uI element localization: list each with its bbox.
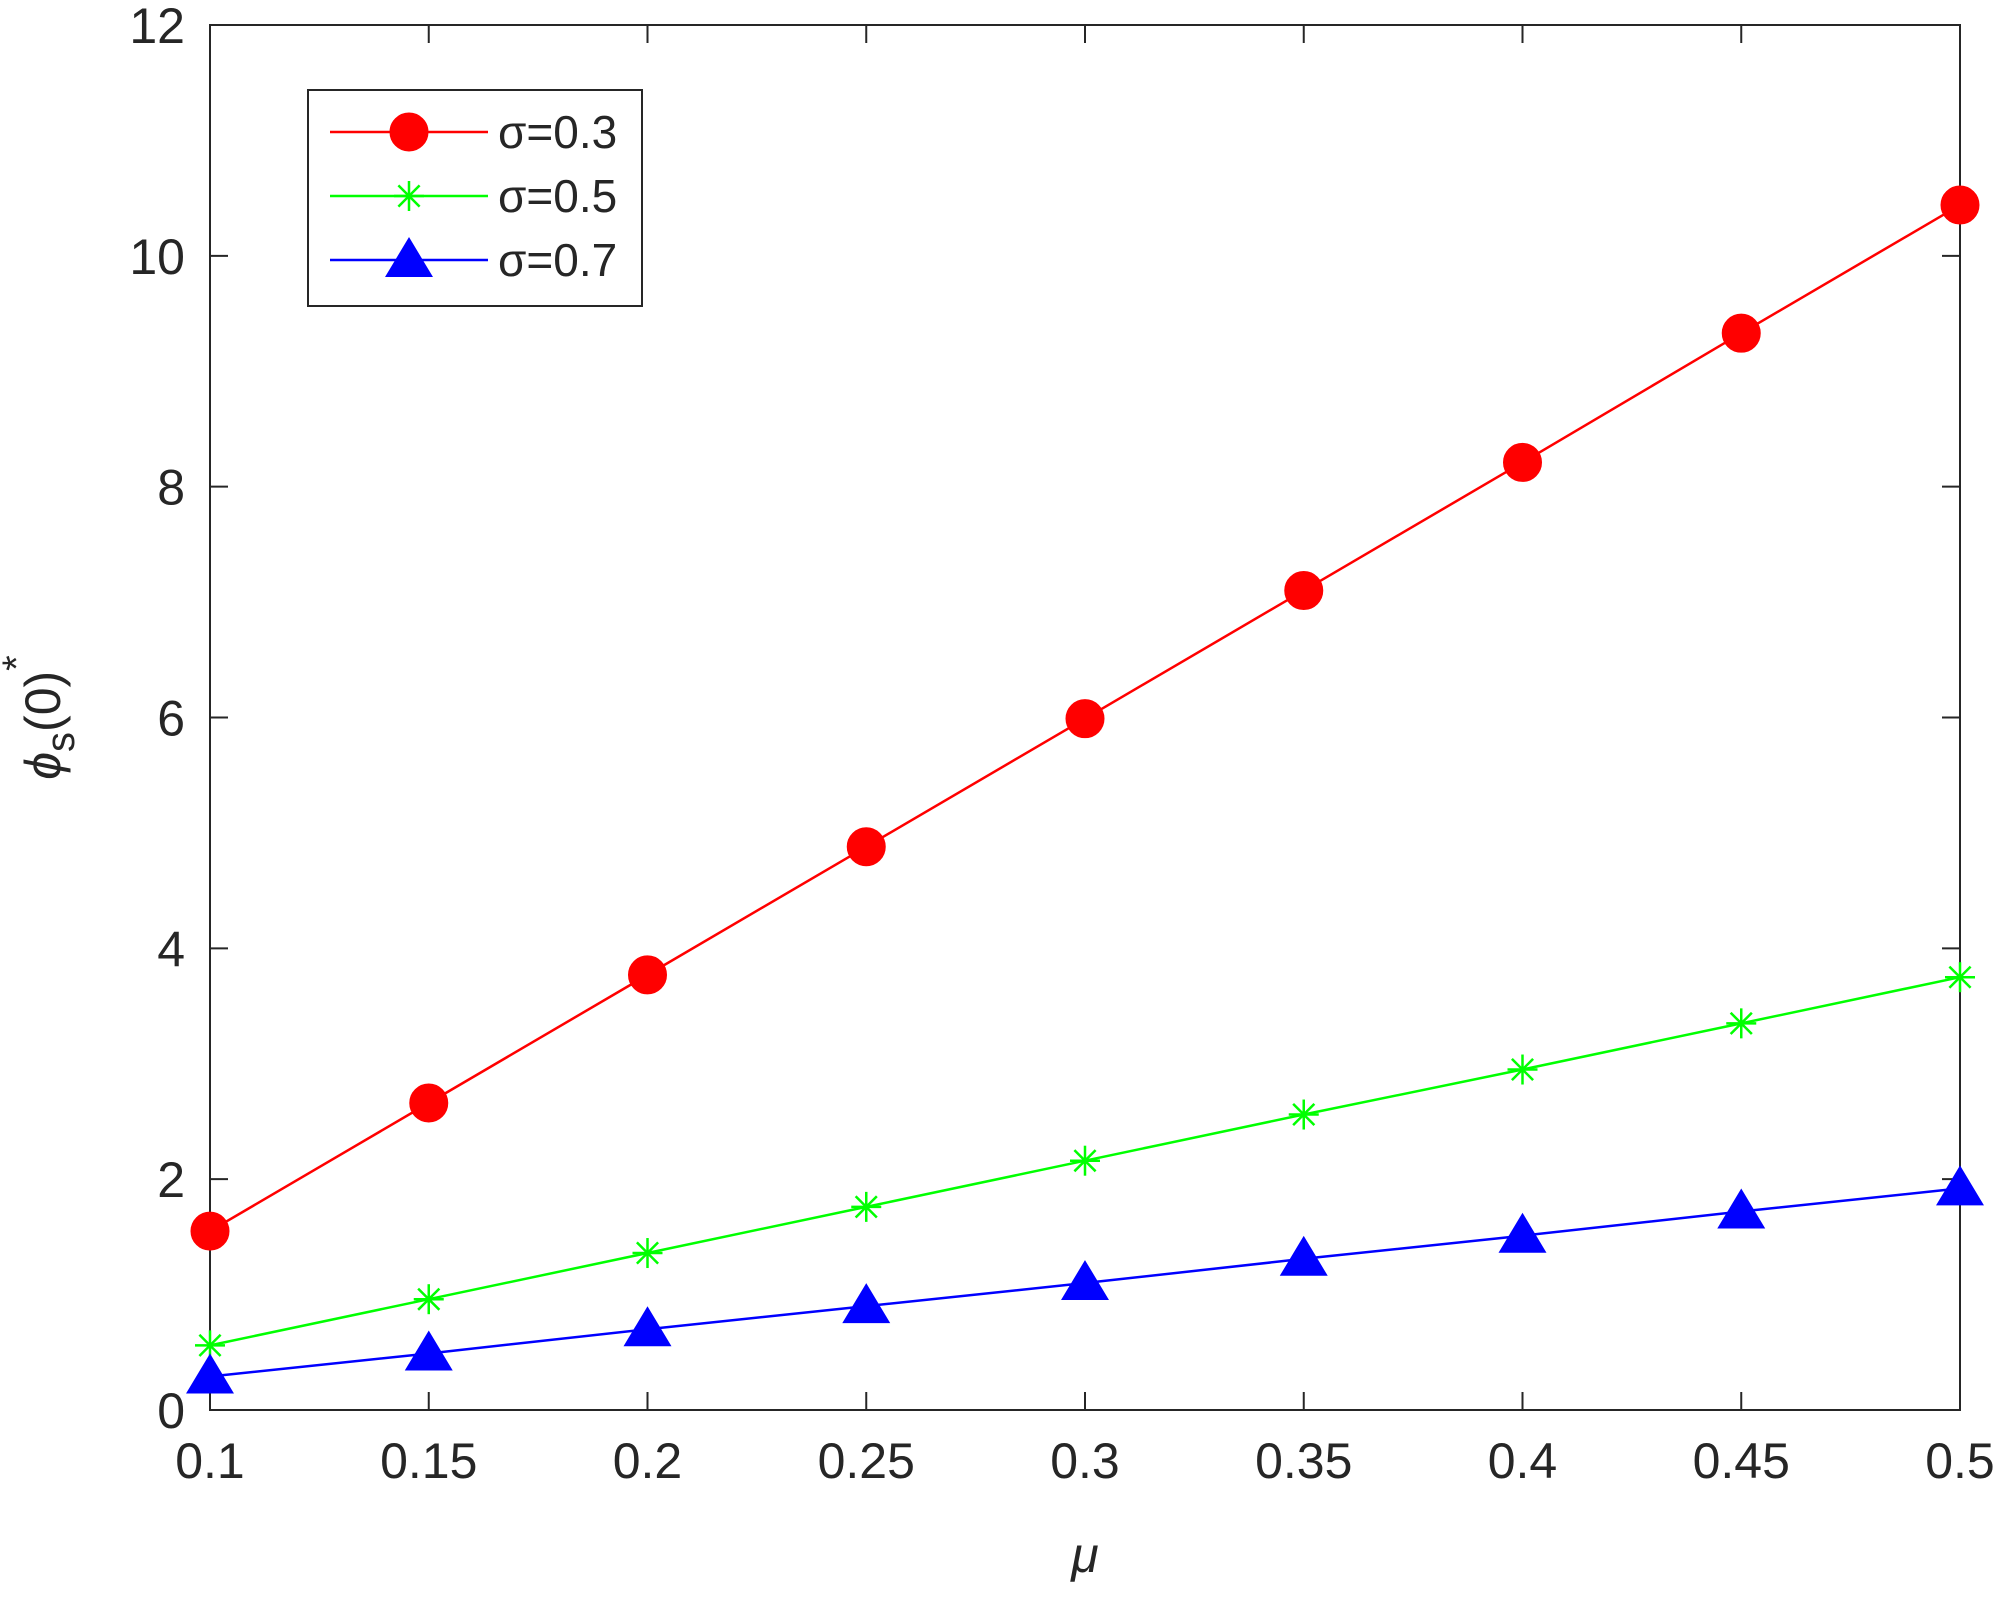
data-point xyxy=(404,1330,453,1371)
legend-item: σ=0.5 xyxy=(330,170,617,222)
series-3 xyxy=(186,1165,1984,1394)
legend-label: σ=0.5 xyxy=(498,170,617,222)
data-point xyxy=(1498,1212,1547,1253)
data-point xyxy=(1279,1235,1328,1276)
x-tick-label: 0.25 xyxy=(818,1433,915,1489)
series-1 xyxy=(190,185,1980,1251)
data-point xyxy=(1936,1165,1984,1206)
y-tick-label: 2 xyxy=(157,1152,185,1208)
x-tick-label: 0.3 xyxy=(1050,1433,1120,1489)
y-axis-label-body: (0) xyxy=(15,671,71,732)
data-point xyxy=(623,1306,672,1347)
legend-item: σ=0.3 xyxy=(330,106,617,158)
data-point xyxy=(1726,1008,1757,1039)
data-point xyxy=(1945,962,1975,993)
legend-marker xyxy=(394,181,424,211)
legend-marker xyxy=(385,237,433,277)
data-point xyxy=(190,1211,230,1251)
data-point xyxy=(413,1284,444,1315)
y-tick-label: 6 xyxy=(157,691,185,747)
data-point xyxy=(1284,571,1324,611)
data-point xyxy=(1070,1145,1100,1176)
legend-item: σ=0.7 xyxy=(330,234,617,286)
y-tick-label: 8 xyxy=(157,460,185,516)
legend-label: σ=0.7 xyxy=(498,234,617,286)
x-tick-label: 0.15 xyxy=(380,1433,477,1489)
data-point xyxy=(1061,1260,1109,1301)
y-tick-label: 12 xyxy=(129,0,185,54)
x-tick-label: 0.5 xyxy=(1925,1433,1995,1489)
data-point xyxy=(1288,1099,1319,1130)
legend-label: σ=0.3 xyxy=(498,106,617,158)
y-axis-label: ϕs(0)* xyxy=(0,655,83,780)
data-point xyxy=(846,827,886,867)
data-point xyxy=(632,1238,663,1269)
data-point xyxy=(409,1083,449,1123)
y-tick-label: 0 xyxy=(157,1383,185,1439)
legend-box xyxy=(307,89,643,307)
x-tick-label: 0.4 xyxy=(1488,1433,1558,1489)
x-tick-label: 0.35 xyxy=(1255,1433,1352,1489)
data-point xyxy=(1065,699,1105,739)
x-tick-label: 0.1 xyxy=(175,1433,245,1489)
y-tick-label: 10 xyxy=(129,229,185,285)
data-point xyxy=(1503,442,1542,482)
legend: σ=0.3 σ=0.5 σ=0.7 xyxy=(307,89,643,307)
data-point xyxy=(186,1353,234,1394)
data-point xyxy=(1507,1054,1538,1085)
axis-ticks: 0.1 0.15 0.2 0.25 0.3 0.35 0.4 0.45 0.5 0 2 4 6 8 10 12 xyxy=(129,0,1994,1489)
series-layer xyxy=(186,185,1984,1394)
data-point xyxy=(851,1191,882,1222)
y-tick-label: 4 xyxy=(157,921,185,977)
y-axis-label-superscript: * xyxy=(0,655,39,671)
data-point xyxy=(1940,185,1980,225)
legend-marker xyxy=(389,112,429,152)
y-axis-label-symbol: ϕ xyxy=(15,752,71,780)
data-point xyxy=(1721,313,1761,353)
svg-text:ϕs(0)*: ϕs(0)* xyxy=(0,655,83,780)
data-point xyxy=(1717,1188,1766,1229)
data-point xyxy=(842,1283,891,1324)
data-point xyxy=(628,955,667,995)
x-tick-label: 0.45 xyxy=(1693,1433,1790,1489)
x-tick-label: 0.2 xyxy=(613,1433,683,1489)
x-axis-label: μ xyxy=(1069,1527,1098,1583)
y-axis-label-subscript: s xyxy=(39,732,83,752)
